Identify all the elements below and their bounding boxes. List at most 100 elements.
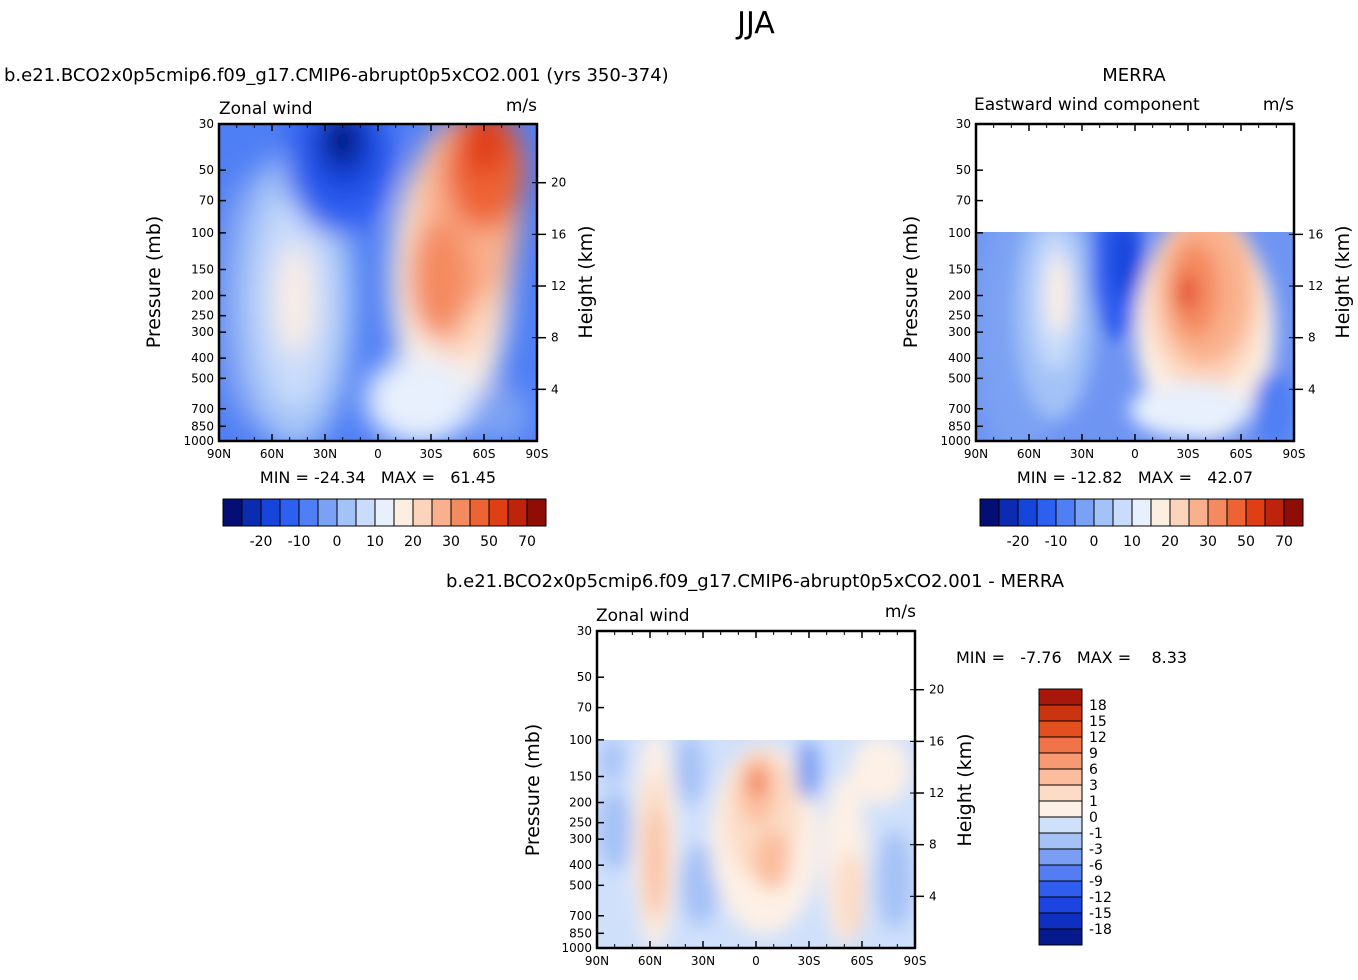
colorbar: -20 -10 0 10 20 30 50 70	[979, 498, 1304, 550]
y2-tick-label: 4	[929, 889, 937, 903]
y-tick-label: 100	[569, 733, 592, 747]
x-tick-label: 90S	[904, 954, 927, 968]
colorbar-swatch	[1264, 498, 1285, 527]
page-title: JJA	[735, 6, 775, 41]
x-axis: 90N 60N 30N 0 30S 60S 90S	[207, 124, 548, 461]
x-axis: 90N 60N 30N 0 30S 60S 90S	[585, 631, 927, 968]
y-tick-label: 700	[948, 402, 971, 416]
y-tick-label: 70	[577, 701, 592, 715]
min-max-text: MIN = -24.34 MAX = 61.45	[260, 468, 496, 487]
colorbar-swatch	[1283, 498, 1304, 527]
variable-label: Eastward wind component	[974, 95, 1200, 115]
y-tick-label: 30	[577, 624, 592, 638]
contour-field	[976, 232, 1294, 441]
colorbar-swatch	[393, 498, 414, 527]
colorbar-swatch	[1038, 784, 1083, 802]
colorbar-label: 30	[442, 534, 460, 550]
case-title: b.e21.BCO2x0p5cmip6.f09_g17.CMIP6-abrupt…	[446, 571, 1065, 592]
y-tick-label: 700	[569, 909, 592, 923]
y2-tick-label: 16	[551, 227, 566, 241]
colorbar-swatch	[1038, 736, 1083, 754]
contour-field	[597, 740, 915, 948]
y-tick-label: 850	[191, 419, 214, 433]
units-label: m/s	[506, 96, 537, 116]
colorbar-swatch	[1245, 498, 1266, 527]
y-tick-label: 30	[199, 117, 214, 131]
colorbar-swatch	[336, 498, 357, 527]
y-tick-label: 200	[191, 289, 214, 303]
colorbar-label: -6	[1089, 858, 1103, 874]
y2-tick-label: 20	[551, 176, 566, 190]
y-axis-height: 4 8 12 16 20	[910, 683, 944, 903]
colorbar-label: -3	[1089, 842, 1103, 858]
colorbar-label: 18	[1089, 698, 1107, 714]
y-axis-right-label: Height (km)	[575, 225, 597, 338]
y-tick-label: 700	[191, 402, 214, 416]
y-axis-label: Pressure (mb)	[143, 216, 165, 349]
y2-tick-label: 8	[1308, 331, 1316, 345]
x-tick-label: 90N	[207, 447, 231, 461]
colorbar-label: 12	[1089, 730, 1107, 746]
colorbar-label: 6	[1089, 762, 1098, 778]
y-tick-label: 150	[948, 262, 971, 276]
y-tick-label: 250	[948, 309, 971, 323]
x-tick-label: 60N	[638, 954, 662, 968]
x-tick-label: 60N	[1017, 447, 1041, 461]
colorbar-swatch	[355, 498, 376, 527]
colorbar-label: 70	[518, 534, 536, 550]
x-tick-label: 30S	[1177, 447, 1200, 461]
colorbar-swatch	[412, 498, 433, 527]
x-tick-label: 30N	[691, 954, 715, 968]
colorbar-swatch	[241, 498, 262, 527]
x-axis: 90N 60N 30N 0 30S 60S 90S	[964, 124, 1306, 461]
colorbar-swatch	[1038, 720, 1083, 738]
y-tick-label: 50	[199, 163, 214, 177]
colorbar-swatch	[431, 498, 452, 527]
colorbar-swatch	[1093, 498, 1114, 527]
colorbar-swatch	[469, 498, 490, 527]
colorbar-label: -12	[1089, 890, 1112, 906]
colorbar-swatch	[1188, 498, 1209, 527]
colorbar-swatch	[1150, 498, 1171, 527]
case-title: b.e21.BCO2x0p5cmip6.f09_g17.CMIP6-abrupt…	[4, 65, 669, 86]
y2-tick-label: 4	[551, 382, 559, 396]
y-tick-label: 1000	[940, 434, 971, 448]
colorbar-label: -18	[1089, 922, 1112, 938]
y2-tick-label: 8	[929, 838, 937, 852]
colorbar-swatch	[526, 498, 547, 527]
y-tick-label: 200	[569, 796, 592, 810]
colorbar-swatch	[1169, 498, 1190, 527]
y-tick-label: 400	[191, 351, 214, 365]
y-axis-height: 4 8 12 16 20	[532, 176, 566, 396]
colorbar-label: 20	[404, 534, 422, 550]
y2-tick-label: 16	[929, 734, 944, 748]
x-tick-label: 30S	[420, 447, 443, 461]
colorbar-label: 3	[1089, 778, 1098, 794]
x-tick-label: 90S	[1283, 447, 1306, 461]
y-tick-label: 1000	[561, 941, 592, 955]
colorbar-swatch	[1038, 800, 1083, 818]
colorbar-swatch	[1038, 880, 1083, 898]
colorbar-swatch	[1055, 498, 1076, 527]
y2-tick-label: 20	[929, 683, 944, 697]
y-tick-label: 70	[199, 194, 214, 208]
colorbar-label: 50	[480, 534, 498, 550]
colorbar-label: 30	[1199, 534, 1217, 550]
colorbar-swatch	[1038, 704, 1083, 722]
colorbar-swatch	[1038, 752, 1083, 770]
x-tick-label: 60N	[260, 447, 284, 461]
panel-model: b.e21.BCO2x0p5cmip6.f09_g17.CMIP6-abrupt…	[4, 65, 669, 550]
colorbar-label: 1	[1089, 794, 1098, 810]
y-tick-label: 200	[948, 289, 971, 303]
colorbar-swatch	[260, 498, 281, 527]
colorbar-label: 20	[1161, 534, 1179, 550]
colorbar-swatch	[1038, 912, 1083, 930]
y-axis-label: Pressure (mb)	[522, 724, 544, 857]
variable-label: Zonal wind	[219, 99, 313, 119]
colorbar-swatch	[1038, 832, 1083, 850]
y-axis-label: Pressure (mb)	[900, 216, 922, 349]
y-tick-label: 150	[191, 262, 214, 276]
colorbar-label: -20	[250, 534, 273, 550]
min-max-text: MIN = -7.76 MAX = 8.33	[956, 648, 1187, 667]
